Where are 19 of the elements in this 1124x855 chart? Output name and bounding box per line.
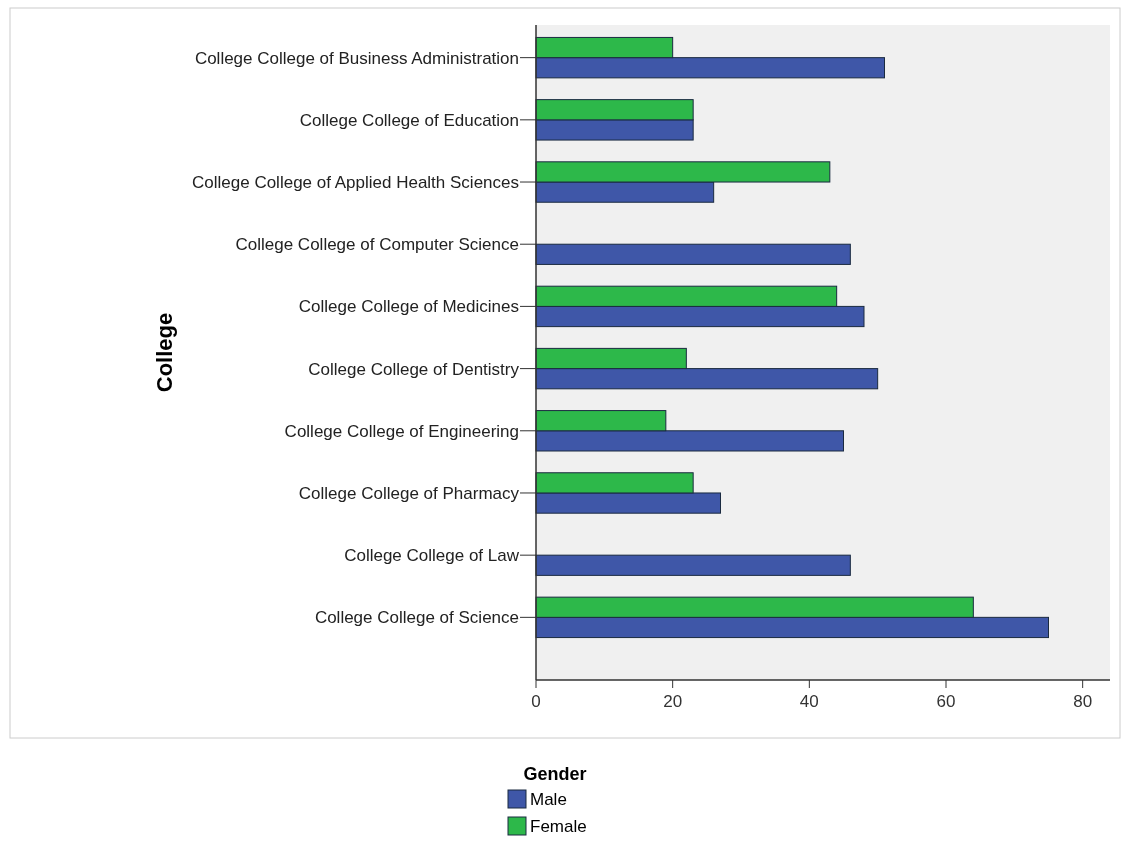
y-tick-label: College College of Applied Health Sciences (192, 173, 519, 193)
legend-label: Female (530, 817, 587, 836)
x-tick-label: 20 (663, 692, 683, 711)
x-tick-label: 60 (936, 692, 956, 711)
y-tick-label: College College of Law (344, 546, 520, 566)
y-axis-title: College (152, 312, 177, 393)
y-tick-label: College College of Pharmacy (298, 483, 520, 503)
y-tick-label: College College of Business Administration (194, 48, 519, 68)
x-tick-label: 40 (799, 692, 819, 711)
y-tick-label: College College of Computer Science (235, 235, 519, 255)
y-tick-label: College College of Engineering (284, 421, 519, 441)
y-tick-label: College College of Science (314, 608, 519, 628)
x-tick-label: 0 (531, 692, 541, 711)
y-tick-label: College College of Dentistry (308, 359, 520, 379)
legend-label: Male (530, 790, 567, 809)
legend-title: Gender (523, 764, 587, 784)
y-tick-label: College College of Education (299, 110, 519, 130)
x-tick-label: 80 (1073, 692, 1093, 711)
y-tick-label: College College of Medicines (298, 297, 519, 317)
